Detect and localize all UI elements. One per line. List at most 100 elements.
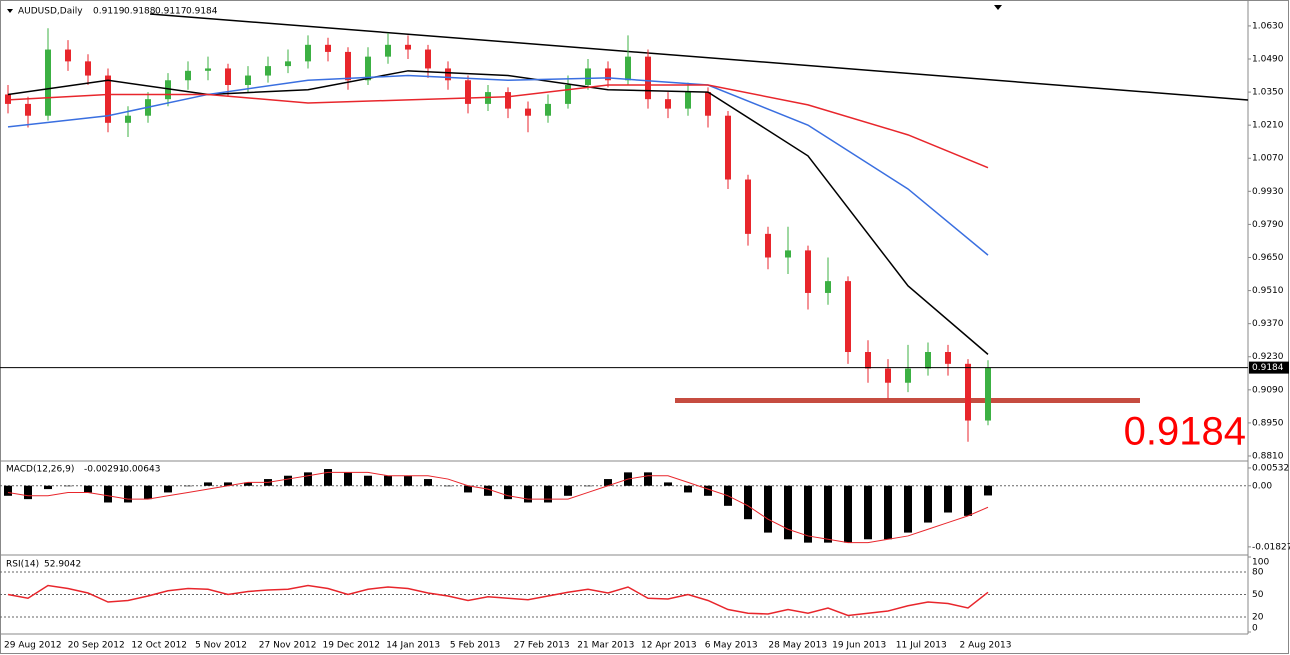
candle-body [365, 56, 371, 81]
candle-body [585, 68, 591, 85]
x-tick-label: 27 Feb 2013 [514, 641, 570, 651]
macd-bar [84, 485, 92, 493]
candle-body [905, 368, 911, 383]
y-tick-label: 1.0070 [1252, 154, 1284, 164]
candle-body [125, 115, 131, 123]
macd-bar [684, 485, 692, 493]
x-tick-label: 11 Jul 2013 [896, 641, 947, 651]
macd-bar [944, 485, 952, 513]
candle-body [985, 367, 991, 421]
y-tick-label: 0.9510 [1252, 286, 1284, 296]
y-tick-label: 0.9790 [1252, 220, 1284, 230]
candle-body [885, 368, 891, 383]
candle-body [165, 80, 171, 100]
macd-bar [384, 475, 392, 486]
symbol-label: AUDUSD,Daily [18, 7, 83, 17]
x-tick-label: 5 Feb 2013 [450, 641, 500, 651]
y-tick-label: 50 [1252, 590, 1264, 600]
candle-body [245, 75, 251, 85]
x-tick-label: 2 Aug 2013 [960, 641, 1012, 651]
x-tick-label: 5 Nov 2012 [195, 641, 247, 651]
y-tick-label: 0.9230 [1252, 352, 1284, 362]
ohlc-low: 0.9117 [155, 7, 187, 17]
candle-body [205, 68, 211, 71]
trendline [149, 13, 1249, 101]
price-callout: 0.9184 [1124, 410, 1246, 454]
candle-body [545, 103, 551, 116]
candle-body [425, 49, 431, 69]
x-tick-label: 14 Jan 2013 [386, 641, 440, 651]
indicator-value: -0.00643 [120, 465, 160, 475]
candle-body [765, 233, 771, 258]
ohlc-open: 0.9119 [93, 7, 125, 17]
candle-body [525, 108, 531, 116]
y-tick-label: 0.9930 [1252, 187, 1284, 197]
candle-body [505, 92, 511, 109]
candle-body [665, 99, 671, 109]
candle-body [305, 44, 311, 62]
price-box [1249, 361, 1289, 374]
x-tick-label: 6 May 2013 [705, 641, 758, 651]
candle-body [325, 44, 331, 52]
y-tick-label: 0.9370 [1252, 319, 1284, 329]
candle-body [845, 281, 851, 353]
macd-bar [864, 485, 872, 540]
macd-bar [924, 485, 932, 523]
y-tick-label: 20 [1252, 613, 1264, 623]
macd-bar [124, 485, 132, 503]
candle-body [725, 115, 731, 180]
candle-body [345, 51, 351, 81]
indicator-value: -0.00291 [84, 465, 124, 475]
macd-bar [64, 485, 72, 487]
y-tick-label: 0.9090 [1252, 385, 1284, 395]
shift-marker [994, 5, 1002, 10]
macd-bar [564, 485, 572, 496]
macd-bar [44, 485, 52, 490]
candle-body [285, 61, 291, 67]
macd-bar [524, 485, 532, 503]
candle-body [65, 49, 71, 62]
macd-bar [464, 485, 472, 493]
macd-bar [824, 485, 832, 543]
macd-bar [364, 475, 372, 486]
macd-bar [744, 485, 752, 520]
y-tick-label: 0.00 [1252, 481, 1272, 491]
candle-body [225, 68, 231, 85]
moving-average [7, 74, 989, 256]
rsi-line [7, 584, 989, 617]
candle-body [925, 352, 931, 369]
candle-body [825, 281, 831, 293]
macd-bar [664, 482, 672, 486]
moving-average [7, 70, 989, 355]
signal-line [7, 471, 989, 544]
macd-bar [244, 482, 252, 486]
candle-body [45, 49, 51, 116]
macd-bar [784, 485, 792, 540]
candle-body [85, 61, 91, 76]
x-tick-label: 12 Apr 2013 [641, 641, 697, 651]
macd-bar [964, 485, 972, 516]
menu-arrow[interactable] [7, 9, 13, 13]
candle-body [965, 363, 971, 421]
candle-body [105, 75, 111, 123]
x-tick-label: 12 Oct 2012 [131, 641, 187, 651]
x-tick-label: 28 May 2013 [768, 641, 827, 651]
candle-body [945, 352, 951, 364]
candle-body [405, 44, 411, 50]
candle-body [805, 250, 811, 293]
candle-body [445, 68, 451, 81]
macd-bar [484, 485, 492, 496]
y-tick-label: 1.0630 [1252, 21, 1284, 31]
candle-body [465, 80, 471, 104]
indicator-title: MACD(12,26,9) [6, 465, 74, 475]
moving-average [7, 84, 989, 169]
y-tick-label: 0.8950 [1252, 418, 1284, 428]
macd-bar [764, 485, 772, 533]
macd-bar [324, 469, 332, 486]
y-tick-label: 100 [1252, 558, 1269, 568]
y-tick-label: 0.00532 [1252, 463, 1289, 473]
candle-body [625, 56, 631, 81]
